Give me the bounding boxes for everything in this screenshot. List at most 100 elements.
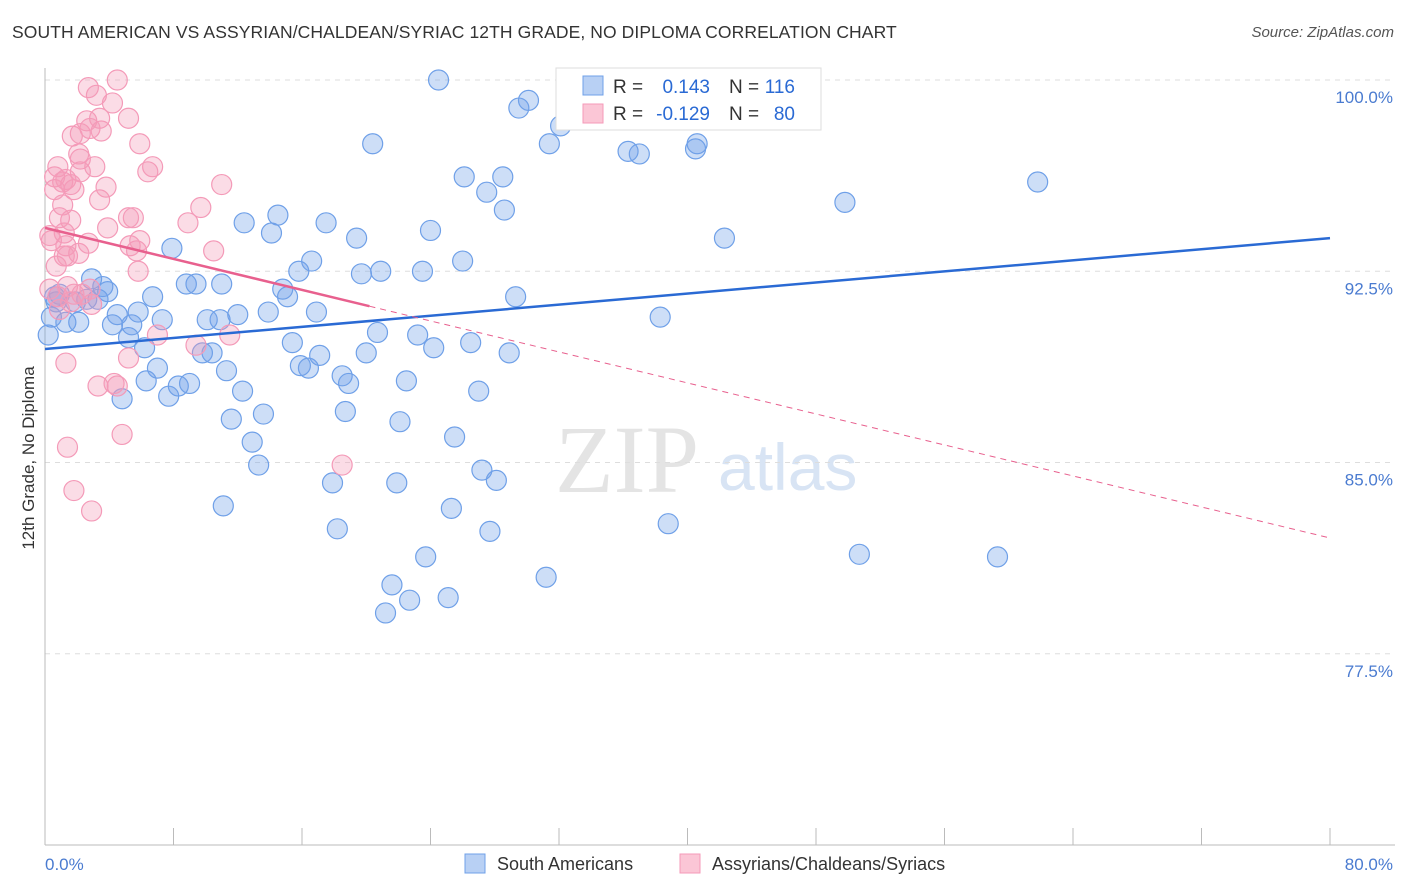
point-south-americans bbox=[211, 273, 233, 295]
point-assyrians bbox=[63, 479, 85, 502]
point-south-americans bbox=[252, 403, 275, 425]
point-south-americans bbox=[437, 587, 459, 609]
point-assyrians bbox=[55, 352, 77, 374]
point-south-americans bbox=[337, 372, 360, 395]
point-south-americans bbox=[127, 301, 149, 323]
legend-label-south-americans: South Americans bbox=[497, 854, 633, 874]
point-assyrians bbox=[48, 298, 71, 321]
legend-swatch-south-americans bbox=[464, 853, 486, 874]
y-tick-label: 92.5% bbox=[1345, 279, 1393, 298]
point-south-americans bbox=[196, 309, 218, 331]
point-south-americans bbox=[453, 166, 475, 188]
point-south-americans bbox=[220, 408, 242, 430]
point-south-americans bbox=[479, 520, 501, 542]
point-assyrians bbox=[146, 324, 169, 346]
point-assyrians bbox=[203, 240, 225, 262]
point-south-americans bbox=[117, 326, 140, 349]
point-south-americans bbox=[848, 543, 870, 565]
n-value-blue: 116 bbox=[765, 77, 795, 98]
point-south-americans bbox=[135, 370, 157, 392]
point-south-americans bbox=[315, 212, 337, 234]
point-south-americans bbox=[161, 237, 183, 259]
r-value-blue: 0.143 bbox=[662, 77, 710, 98]
x-tick-label-max: 80.0% bbox=[1345, 855, 1393, 874]
point-south-americans bbox=[370, 260, 392, 282]
point-south-americans bbox=[227, 304, 249, 326]
point-south-americans bbox=[276, 286, 299, 308]
point-assyrians bbox=[89, 189, 111, 211]
y-axis-label: 12th Grade, No Diploma bbox=[19, 366, 38, 550]
point-south-americans bbox=[289, 355, 311, 377]
point-assyrians bbox=[95, 176, 117, 198]
point-south-americans bbox=[233, 212, 255, 234]
point-assyrians bbox=[129, 133, 151, 155]
point-south-americans bbox=[493, 199, 515, 221]
point-south-americans bbox=[657, 513, 679, 535]
point-south-americans bbox=[121, 314, 143, 336]
point-south-americans bbox=[423, 337, 445, 359]
point-south-americans bbox=[460, 332, 482, 354]
point-south-americans bbox=[468, 380, 490, 402]
point-south-americans bbox=[158, 385, 180, 407]
point-south-americans bbox=[452, 250, 474, 272]
chart-title: SOUTH AMERICAN VS ASSYRIAN/CHALDEAN/SYRI… bbox=[12, 22, 897, 42]
point-south-americans bbox=[427, 69, 450, 91]
point-south-americans bbox=[411, 260, 434, 282]
point-assyrians bbox=[39, 278, 61, 300]
watermark-atlas: atlas bbox=[718, 430, 857, 504]
point-south-americans bbox=[231, 380, 254, 402]
x-tick-label-min: 0.0% bbox=[45, 855, 84, 874]
point-assyrians bbox=[137, 161, 159, 183]
point-south-americans bbox=[713, 227, 736, 249]
y-tick-label: 100.0% bbox=[1335, 88, 1393, 107]
point-assyrians bbox=[87, 375, 109, 397]
legend-swatch-assyrians bbox=[679, 853, 701, 874]
point-south-americans bbox=[834, 191, 856, 213]
point-south-americans bbox=[538, 133, 560, 155]
point-south-americans bbox=[346, 227, 368, 249]
point-south-americans bbox=[288, 260, 310, 282]
point-assyrians bbox=[127, 260, 149, 282]
point-south-americans bbox=[334, 400, 356, 423]
point-assyrians bbox=[106, 69, 128, 91]
point-south-americans bbox=[399, 589, 421, 611]
y-tick-label: 85.0% bbox=[1345, 471, 1393, 490]
point-south-americans bbox=[241, 431, 263, 453]
point-south-americans bbox=[350, 263, 373, 285]
trend-line-south-americans bbox=[44, 236, 1331, 351]
point-assyrians bbox=[331, 454, 353, 476]
point-south-americans bbox=[471, 459, 493, 481]
point-south-americans bbox=[535, 566, 557, 588]
point-assyrians bbox=[190, 196, 212, 219]
point-south-americans bbox=[40, 306, 63, 328]
n-label: N = bbox=[729, 77, 759, 98]
point-south-americans bbox=[267, 204, 289, 226]
point-south-americans bbox=[395, 370, 418, 392]
point-assyrians bbox=[185, 334, 207, 356]
point-south-americans bbox=[419, 219, 442, 242]
r-value-pink: -0.129 bbox=[656, 104, 710, 125]
point-south-americans bbox=[492, 166, 514, 188]
point-south-americans bbox=[355, 342, 377, 364]
series-legend: South Americans Assyrians/Chaldeans/Syri… bbox=[464, 853, 945, 874]
point-south-americans bbox=[986, 546, 1009, 568]
point-south-americans bbox=[106, 304, 128, 326]
point-assyrians bbox=[63, 179, 85, 201]
point-south-americans bbox=[649, 306, 671, 328]
point-assyrians bbox=[177, 212, 199, 234]
legend-swatch-pink bbox=[582, 103, 604, 124]
point-assyrians bbox=[97, 217, 119, 239]
point-assyrians bbox=[77, 77, 99, 99]
legend-swatch-blue bbox=[582, 75, 604, 96]
source-label: Source: ZipAtlas.com bbox=[1251, 24, 1394, 41]
point-assyrians bbox=[52, 171, 74, 193]
point-assyrians bbox=[219, 324, 241, 346]
point-south-americans bbox=[68, 311, 90, 333]
point-assyrians bbox=[84, 156, 106, 178]
y-tick-label: 77.5% bbox=[1345, 662, 1393, 681]
r-label: R = bbox=[613, 104, 643, 125]
n-label: N = bbox=[729, 104, 759, 125]
point-south-americans bbox=[257, 301, 279, 323]
